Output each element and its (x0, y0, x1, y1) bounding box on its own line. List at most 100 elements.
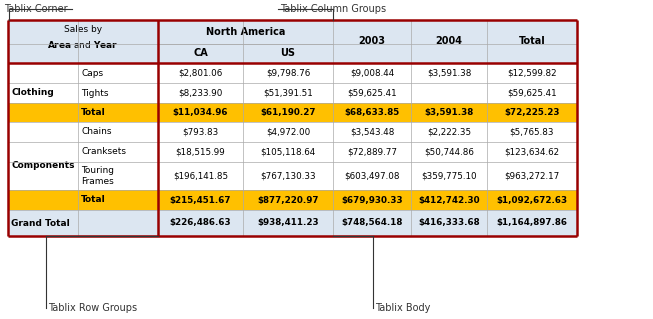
Text: $2,222.35: $2,222.35 (427, 128, 471, 137)
Text: $11,034.96: $11,034.96 (173, 108, 229, 117)
Bar (78, 122, 158, 142)
Bar (333, 210, 411, 236)
Bar (411, 103, 487, 122)
Bar (78, 83, 158, 103)
Text: Components: Components (11, 161, 74, 170)
Bar (487, 103, 577, 122)
Text: $59,625.41: $59,625.41 (507, 88, 557, 98)
Text: $877,220.97: $877,220.97 (257, 196, 319, 204)
Text: $123,634.62: $123,634.62 (504, 147, 560, 157)
Text: $412,742.30: $412,742.30 (418, 196, 480, 204)
Text: $1,092,672.63: $1,092,672.63 (496, 196, 567, 204)
Text: $2,801.06: $2,801.06 (178, 69, 223, 78)
Text: $3,591.38: $3,591.38 (424, 108, 473, 117)
Bar (243, 162, 333, 190)
Text: $196,141.85: $196,141.85 (173, 172, 228, 181)
Bar (243, 63, 333, 83)
Bar (333, 83, 411, 103)
Bar (158, 83, 243, 103)
Bar (78, 63, 158, 83)
Text: $50,744.86: $50,744.86 (424, 147, 474, 157)
Bar (333, 63, 411, 83)
Bar (333, 142, 411, 162)
Text: $748,564.18: $748,564.18 (342, 219, 403, 227)
Text: $51,391.51: $51,391.51 (263, 88, 313, 98)
Text: Tablix Corner: Tablix Corner (4, 4, 68, 14)
Text: $679,930.33: $679,930.33 (341, 196, 403, 204)
Text: Grand Total: Grand Total (11, 219, 70, 227)
Text: $767,130.33: $767,130.33 (260, 172, 316, 181)
Bar (78, 162, 158, 190)
Text: $359,775.10: $359,775.10 (421, 172, 477, 181)
Bar (411, 83, 487, 103)
Text: $4,972.00: $4,972.00 (266, 128, 310, 137)
Text: Clothing: Clothing (11, 88, 54, 97)
Text: $18,515.99: $18,515.99 (176, 147, 225, 157)
Bar (333, 103, 411, 122)
Text: $226,486.63: $226,486.63 (170, 219, 231, 227)
Text: $72,225.23: $72,225.23 (504, 108, 560, 117)
Bar (8, 142, 78, 162)
Text: Total: Total (81, 196, 106, 204)
Bar (487, 20, 577, 63)
Text: $1,164,897.86: $1,164,897.86 (496, 219, 567, 227)
Bar (158, 20, 333, 44)
Text: Tablix Column Groups: Tablix Column Groups (280, 4, 386, 14)
Bar (243, 44, 333, 63)
Text: $59,625.41: $59,625.41 (347, 88, 397, 98)
Bar (243, 142, 333, 162)
Bar (411, 210, 487, 236)
Bar (243, 122, 333, 142)
Bar (487, 142, 577, 162)
Text: Tights: Tights (81, 88, 108, 98)
Text: $793.83: $793.83 (182, 128, 219, 137)
Text: $938,411.23: $938,411.23 (257, 219, 319, 227)
Text: Cranksets: Cranksets (81, 147, 126, 157)
Bar (487, 83, 577, 103)
Bar (158, 63, 243, 83)
Text: $416,333.68: $416,333.68 (418, 219, 480, 227)
Bar (78, 142, 158, 162)
Bar (487, 122, 577, 142)
Text: Sales by: Sales by (64, 26, 102, 34)
Bar (411, 142, 487, 162)
Text: $12,599.82: $12,599.82 (507, 69, 557, 78)
Bar (158, 142, 243, 162)
Bar (8, 162, 78, 190)
Text: $72,889.77: $72,889.77 (347, 147, 397, 157)
Bar (8, 122, 78, 142)
Bar (333, 190, 411, 210)
Bar (158, 44, 243, 63)
Bar (78, 103, 158, 122)
Text: $61,190.27: $61,190.27 (261, 108, 316, 117)
Bar (333, 20, 411, 63)
Text: $105,118.64: $105,118.64 (261, 147, 315, 157)
Bar (333, 122, 411, 142)
Bar (487, 162, 577, 190)
Text: $5,765.83: $5,765.83 (510, 128, 554, 137)
Bar (158, 162, 243, 190)
Bar (487, 210, 577, 236)
Bar (243, 190, 333, 210)
Bar (243, 83, 333, 103)
Text: North America: North America (206, 27, 285, 37)
Text: 2004: 2004 (436, 36, 462, 47)
Bar (8, 210, 78, 236)
Text: $3,591.38: $3,591.38 (427, 69, 471, 78)
Bar (333, 162, 411, 190)
Text: 2003: 2003 (358, 36, 385, 47)
Text: Touring
Frames: Touring Frames (81, 166, 114, 186)
Bar (411, 63, 487, 83)
Text: US: US (281, 48, 296, 58)
Text: $9,798.76: $9,798.76 (266, 69, 310, 78)
Bar (78, 190, 158, 210)
Bar (487, 63, 577, 83)
Text: $\bf{Area}$ and $\bf{Year}$: $\bf{Area}$ and $\bf{Year}$ (47, 39, 119, 49)
Text: Caps: Caps (81, 69, 103, 78)
Bar (411, 162, 487, 190)
Text: Tablix Row Groups: Tablix Row Groups (48, 303, 137, 313)
Text: $603,497.08: $603,497.08 (344, 172, 400, 181)
Bar (158, 210, 243, 236)
Text: $68,633.85: $68,633.85 (344, 108, 400, 117)
Bar (158, 122, 243, 142)
